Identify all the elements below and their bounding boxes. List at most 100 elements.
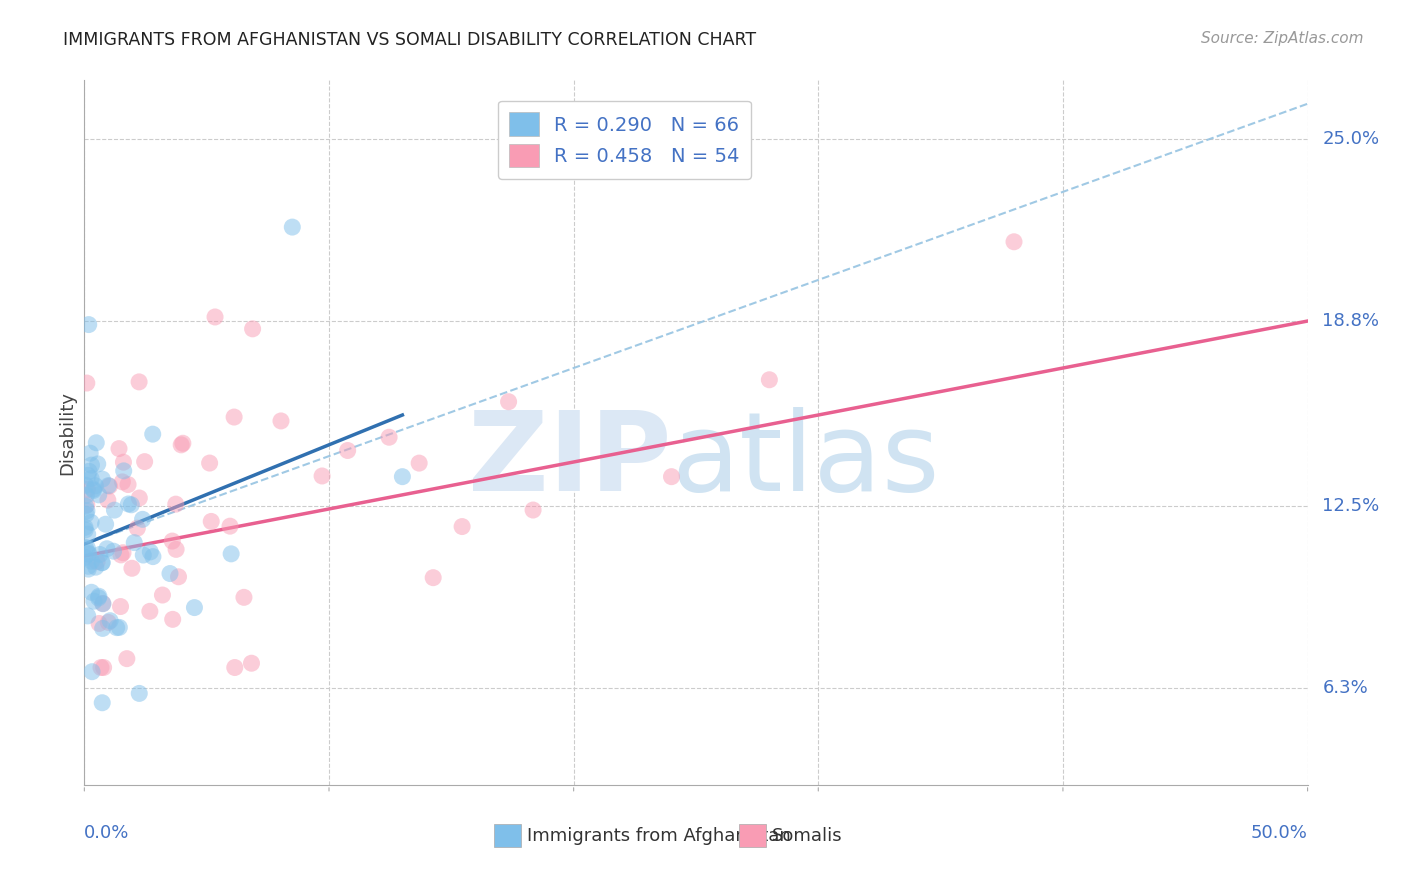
Point [139,604,162,618]
Point [76,608,98,623]
Point [108,442,131,456]
Point [83,483,105,498]
Point [98,479,121,493]
Text: 0.0%: 0.0% [84,823,129,842]
Text: IMMIGRANTS FROM AFGHANISTAN VS SOMALI DISABILITY CORRELATION CHART: IMMIGRANTS FROM AFGHANISTAN VS SOMALI DI… [63,31,756,49]
Point [167,570,190,584]
Point [82,482,104,496]
Legend: R = 0.290   N = 66, R = 0.458   N = 54: R = 0.290 N = 66, R = 0.458 N = 54 [498,101,751,179]
Point [127,521,149,535]
Point [219,519,242,533]
Point [105,621,128,635]
Point [120,498,142,512]
FancyBboxPatch shape [494,824,522,847]
Point [80,585,103,599]
Point [122,535,145,549]
Point [128,375,150,389]
Point [661,469,683,483]
Point [77,318,100,332]
Point [75,541,97,555]
Point [162,612,184,626]
Point [91,621,114,635]
Point [90,556,112,570]
Point [132,548,155,562]
Point [115,651,138,665]
Point [128,491,150,505]
Point [103,503,125,517]
Point [76,376,98,390]
Point [336,443,359,458]
Point [219,547,242,561]
Point [96,541,118,556]
Point [87,589,110,603]
Point [84,479,107,493]
Point [121,561,143,575]
Point [77,546,100,560]
Point [139,545,162,559]
Point [117,497,139,511]
Point [391,469,413,483]
Point [80,554,103,568]
Point [165,542,187,557]
Point [224,410,246,425]
Text: atlas: atlas [672,408,941,515]
Point [451,519,474,533]
Point [233,591,256,605]
Text: Immigrants from Afghanistan: Immigrants from Afghanistan [527,827,792,845]
Point [165,497,187,511]
Point [408,456,430,470]
Text: Somalis: Somalis [772,827,842,845]
Point [93,660,115,674]
Point [162,534,184,549]
Point [90,660,112,674]
Point [76,483,98,497]
Point [80,472,103,486]
Point [94,517,117,532]
Point [73,550,96,565]
Point [758,373,780,387]
Point [75,507,97,521]
Point [111,546,134,560]
Point [91,556,114,570]
Point [152,588,174,602]
Point [87,616,110,631]
Text: 12.5%: 12.5% [1322,497,1379,515]
Point [240,657,263,671]
Point [142,549,165,564]
Text: 25.0%: 25.0% [1322,130,1379,148]
Point [76,504,98,518]
Point [498,394,520,409]
FancyBboxPatch shape [738,824,766,847]
Point [87,457,110,471]
Point [79,446,101,460]
Point [75,523,97,537]
Point [128,686,150,700]
Point [281,220,304,235]
Point [200,515,222,529]
Y-axis label: Disability: Disability [58,391,76,475]
Point [75,499,97,513]
Point [204,310,226,324]
Point [91,696,114,710]
Point [112,464,135,478]
Point [76,498,98,512]
Point [103,544,125,558]
Text: 6.3%: 6.3% [1322,679,1368,697]
Point [422,571,444,585]
Point [77,547,100,561]
Point [97,615,120,630]
Point [89,548,111,562]
Point [270,414,292,428]
Point [142,427,165,442]
Point [76,527,98,541]
Point [77,562,100,576]
Point [378,430,401,444]
Point [110,548,132,562]
Point [87,488,110,502]
Point [77,464,100,478]
Point [86,555,108,569]
Text: 18.8%: 18.8% [1322,312,1379,330]
Point [110,599,132,614]
Point [170,438,193,452]
Point [111,475,134,489]
